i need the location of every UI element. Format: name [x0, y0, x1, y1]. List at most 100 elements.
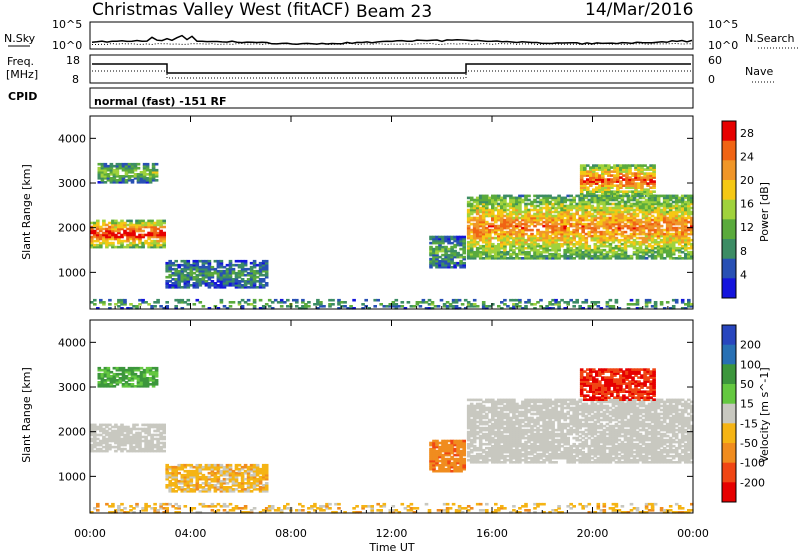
heatmap-cell [575, 222, 579, 226]
heatmap-cell [602, 226, 607, 230]
heatmap-cell [177, 488, 181, 491]
heatmap-cell [115, 171, 120, 174]
heatmap-cell [632, 224, 637, 228]
heatmap-cell [472, 303, 477, 306]
heatmap-cell [454, 298, 459, 302]
heatmap-cell [620, 254, 625, 258]
heatmap-cell [542, 196, 546, 200]
heatmap-cell [429, 253, 433, 257]
heatmap-cell [497, 214, 501, 218]
heatmap-cell [512, 212, 516, 216]
heatmap-cell [451, 301, 456, 304]
heatmap-cell [635, 252, 640, 256]
heatmap-cell [156, 219, 160, 223]
heatmap-cell [488, 432, 492, 436]
heatmap-cell [599, 248, 604, 252]
heatmap-cell [466, 224, 471, 228]
heatmap-cell [569, 250, 573, 254]
heatmap-cell [240, 486, 245, 489]
heatmap-cell [632, 218, 637, 222]
heatmap-cell [690, 228, 694, 232]
heatmap-cell [123, 229, 127, 233]
heatmap-cell [219, 259, 224, 263]
heatmap-cell [466, 446, 471, 450]
heatmap-cell [616, 168, 620, 171]
heatmap-cell [165, 471, 169, 475]
heatmap-cell [106, 179, 111, 182]
heatmap-cell [105, 431, 109, 435]
heatmap-cell [488, 198, 492, 202]
heatmap-cell [579, 168, 584, 171]
heatmap-cell [521, 252, 525, 256]
heatmap-cell [451, 307, 456, 310]
heatmap-cell [485, 194, 489, 198]
heatmap-cell [219, 479, 224, 483]
heatmap-cell [542, 248, 546, 252]
heatmap-cell [112, 381, 117, 384]
heatmap-cell [592, 172, 596, 175]
heatmap-cell [459, 255, 463, 259]
heatmap-cell [491, 218, 495, 222]
heatmap-cell [625, 174, 629, 177]
heatmap-cell [586, 178, 590, 181]
heatmap-cell [509, 410, 513, 414]
heatmap-cell [447, 459, 451, 463]
heatmap-cell [438, 447, 442, 451]
heatmap-cell [515, 226, 519, 230]
heatmap-cell [596, 224, 601, 228]
heatmap-cell [105, 231, 109, 235]
heatmap-cell [527, 236, 531, 240]
heatmap-cell [619, 166, 623, 169]
heatmap-cell [512, 412, 516, 416]
heatmap-cell [154, 370, 159, 374]
heatmap-cell [512, 298, 516, 302]
heatmap-cell [462, 463, 466, 467]
heatmap-cell [93, 425, 97, 429]
heatmap-cell [579, 180, 584, 183]
heatmap-cell [447, 263, 451, 267]
heatmap-cell [429, 241, 433, 245]
heatmap-cell [435, 449, 439, 453]
heatmap-cell [602, 242, 607, 246]
heatmap-cell [572, 222, 576, 226]
heatmap-cell [478, 398, 483, 402]
heatmap-cell [90, 445, 94, 449]
heatmap-cell [536, 220, 540, 224]
heatmap-cell [684, 254, 688, 258]
heatmap-cell [279, 298, 284, 302]
heatmap-cell [432, 457, 436, 461]
heatmap-cell [246, 473, 251, 477]
heatmap-cell [539, 206, 543, 210]
heatmap-cell [500, 202, 504, 206]
heatmap-cell [106, 177, 111, 180]
heatmap-cell [491, 257, 495, 260]
heatmap-cell [444, 251, 448, 255]
heatmap-cell [656, 202, 661, 206]
heatmap-cell [93, 423, 97, 427]
heatmap-cell [147, 231, 151, 235]
heatmap-cell [459, 247, 463, 251]
heatmap-cell [136, 375, 141, 378]
heatmap-cell [472, 446, 477, 450]
heatmap-cell [240, 261, 245, 265]
heatmap-cell [518, 220, 522, 224]
heatmap-cell [677, 226, 682, 230]
heatmap-cell [548, 240, 552, 244]
heatmap-cell [488, 458, 492, 462]
heatmap-cell [135, 439, 139, 443]
heatmap-cell [551, 204, 555, 208]
heatmap-cell [466, 398, 471, 402]
heatmap-cell [469, 196, 474, 200]
heatmap-cell [491, 214, 495, 218]
heatmap-cell [622, 190, 626, 193]
heatmap-cell [607, 172, 611, 175]
heatmap-cell [472, 200, 477, 204]
heatmap-cell [536, 230, 540, 234]
heatmap-cell [560, 236, 564, 240]
heatmap-cell [680, 246, 685, 250]
heatmap-cell [462, 443, 466, 447]
heatmap-cell [680, 236, 685, 240]
heatmap-cell [662, 244, 667, 248]
heatmap-cell [684, 234, 688, 238]
heatmap-cell [647, 196, 652, 200]
